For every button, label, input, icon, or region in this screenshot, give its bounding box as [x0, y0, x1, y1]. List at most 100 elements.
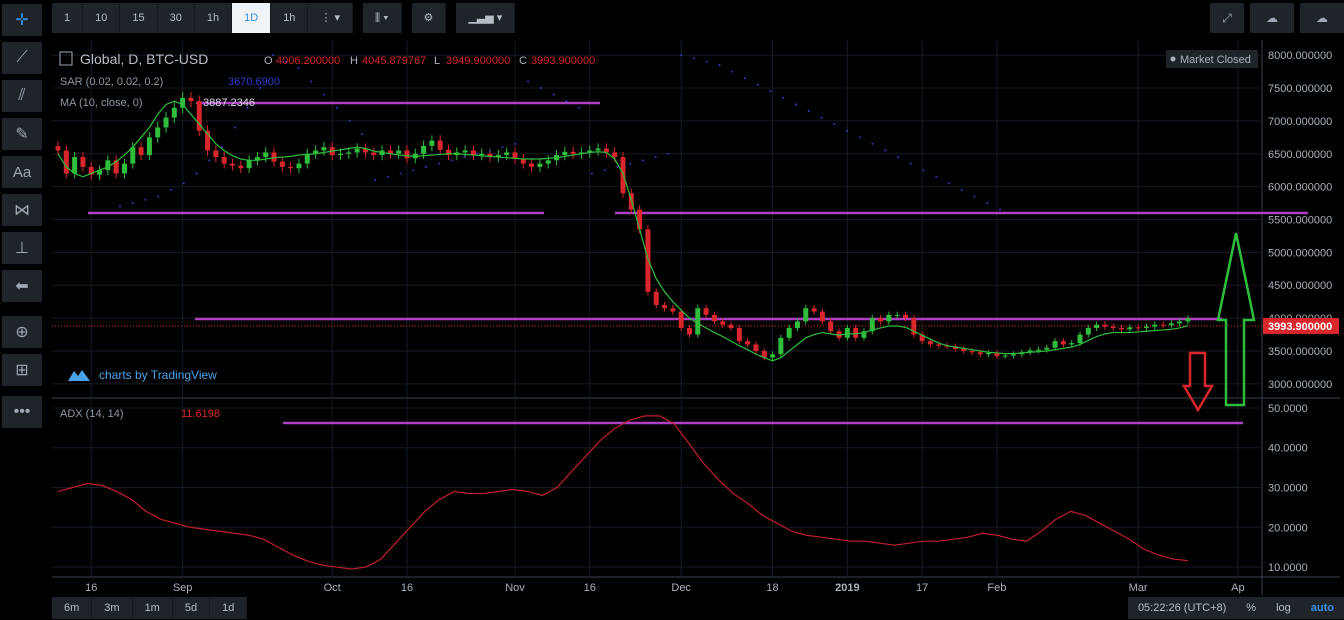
time-tick-label: 18	[766, 582, 778, 594]
sar-dot	[667, 152, 670, 155]
candle-body	[603, 148, 609, 153]
candle-body	[578, 152, 584, 154]
time-tick-label: Mar	[1129, 582, 1148, 594]
range-3m[interactable]: 3m	[92, 597, 133, 619]
sar-dot	[514, 142, 517, 145]
candle-body	[1011, 354, 1017, 356]
cloud-download-icon: ☁	[1266, 11, 1278, 25]
fullscreen-button[interactable]: ⤢	[1210, 3, 1244, 33]
range-6m[interactable]: 6m	[52, 597, 93, 619]
candle-body	[811, 308, 817, 312]
load-button[interactable]: ☁	[1250, 3, 1294, 33]
trendline-icon[interactable]: ⟋	[2, 42, 42, 74]
candle-body	[437, 140, 443, 150]
text-icon[interactable]: Aa	[2, 156, 42, 188]
candle-body	[487, 153, 493, 158]
sar-dot	[986, 202, 989, 205]
candle-body	[1119, 327, 1125, 330]
pattern-icon[interactable]: ⋈	[2, 194, 42, 226]
zoom-icon[interactable]: ⊕	[2, 316, 42, 348]
time-tick-label: Sep	[173, 582, 193, 594]
candle-body	[670, 308, 676, 312]
candle-body	[171, 107, 177, 118]
ruler-icon[interactable]: ⊞	[2, 354, 42, 386]
candle-body	[562, 151, 568, 156]
log-toggle[interactable]: log	[1266, 597, 1301, 619]
sar-dot	[820, 116, 823, 119]
interval-30[interactable]: 30	[157, 3, 195, 33]
fib-icon[interactable]: ⫽	[2, 80, 42, 112]
candle-body	[238, 165, 244, 169]
down-arrow-drawing	[1181, 351, 1215, 413]
sar-dot	[616, 165, 619, 168]
candle-body	[446, 149, 452, 156]
gear-icon: ⚙	[423, 12, 434, 24]
range-1m[interactable]: 1m	[132, 597, 173, 619]
time-tick-label: 16	[85, 582, 97, 594]
candle-body	[296, 163, 302, 169]
candle-body	[271, 152, 277, 162]
sar-dot	[539, 87, 542, 90]
interval-1h[interactable]: 1h	[194, 3, 233, 33]
interval-10[interactable]: 10	[83, 3, 121, 33]
chart-type-button[interactable]: ⫼ ▾	[363, 3, 402, 33]
ohlc-label: C	[519, 55, 527, 67]
crosshair-icon[interactable]: ✛	[2, 4, 42, 36]
sar-dot	[259, 87, 262, 90]
auto-toggle[interactable]: auto	[1300, 597, 1344, 619]
interval-1d[interactable]: 1D	[232, 3, 272, 33]
sar-dot	[999, 208, 1001, 211]
save-button[interactable]: ☁	[1300, 3, 1344, 33]
candle-body	[429, 140, 435, 146]
sar-dot	[578, 106, 581, 109]
sar-dot	[144, 198, 147, 201]
measure-icon[interactable]: ⊥	[2, 232, 42, 264]
sar-dot	[896, 156, 899, 159]
adx-axis[interactable]: 50.0000 40.0000 30.0000 20.0000 10.0000	[1268, 403, 1308, 574]
ohlc-label: L	[434, 55, 440, 67]
candle-body	[1094, 324, 1100, 328]
back-arrow-icon[interactable]: ⬅	[2, 270, 42, 302]
time-axis[interactable]: 16 Sep Oct 16 Nov 16 Dec 18 2019 17 Feb Mar Ap	[85, 582, 1244, 594]
settings-button[interactable]: ⚙	[411, 3, 447, 33]
candle-body	[279, 161, 285, 167]
more-icon[interactable]: •••	[2, 396, 42, 428]
sar-dot	[272, 54, 275, 57]
time-tick-label: 17	[916, 582, 928, 594]
candle-body	[520, 159, 526, 164]
market-status-badge	[1166, 50, 1258, 68]
sar-value: 3670.6900	[228, 76, 280, 88]
candle-body	[63, 150, 69, 174]
candle-body	[637, 209, 643, 230]
range-1d[interactable]: 1d	[210, 597, 248, 619]
interval-1h-alt[interactable]: 1h	[271, 3, 309, 33]
up-arrow-drawing	[1216, 232, 1256, 407]
sar-dot	[374, 179, 377, 182]
interval-15[interactable]: 15	[120, 3, 158, 33]
candle-body	[770, 354, 776, 358]
sar-dot	[386, 175, 389, 178]
clock-time[interactable]: 05:22:26 (UTC+8)	[1127, 597, 1237, 619]
ma-series	[57, 100, 1189, 362]
brush-icon[interactable]: ✎	[2, 118, 42, 150]
price-axis[interactable]: 8000.000000 7500.000000 7000.000000 6500.00…	[1268, 50, 1332, 391]
indicators-icon: ▁▃▅ ▾	[468, 12, 503, 24]
interval-more-button[interactable]: ⋮ ▾	[308, 3, 354, 33]
sar-dot	[794, 103, 797, 106]
sar-dot	[654, 156, 657, 159]
candles-icon: ⫼ ▾	[375, 12, 389, 24]
candle-body	[1044, 347, 1050, 350]
interval-1[interactable]: 1	[52, 3, 84, 33]
cloud-upload-icon: ☁	[1316, 11, 1328, 25]
ohlc-value: 3949.900000	[446, 55, 510, 67]
symbol-title: Global, D, BTC-USD	[80, 51, 208, 67]
percent-toggle[interactable]: %	[1236, 597, 1267, 619]
sar-dot	[119, 205, 121, 208]
price-tick-label: 5000.000000	[1268, 247, 1332, 259]
candle-body	[711, 314, 717, 322]
indicators-button[interactable]: ▁▃▅ ▾	[456, 3, 516, 33]
drawing-toolbar: ✛ ⟋ ⫽ ✎ Aa ⋈ ⊥ ⬅ ⊕ ⊞ •••	[0, 0, 44, 428]
range-5d[interactable]: 5d	[172, 597, 211, 619]
sar-dot	[692, 57, 695, 60]
